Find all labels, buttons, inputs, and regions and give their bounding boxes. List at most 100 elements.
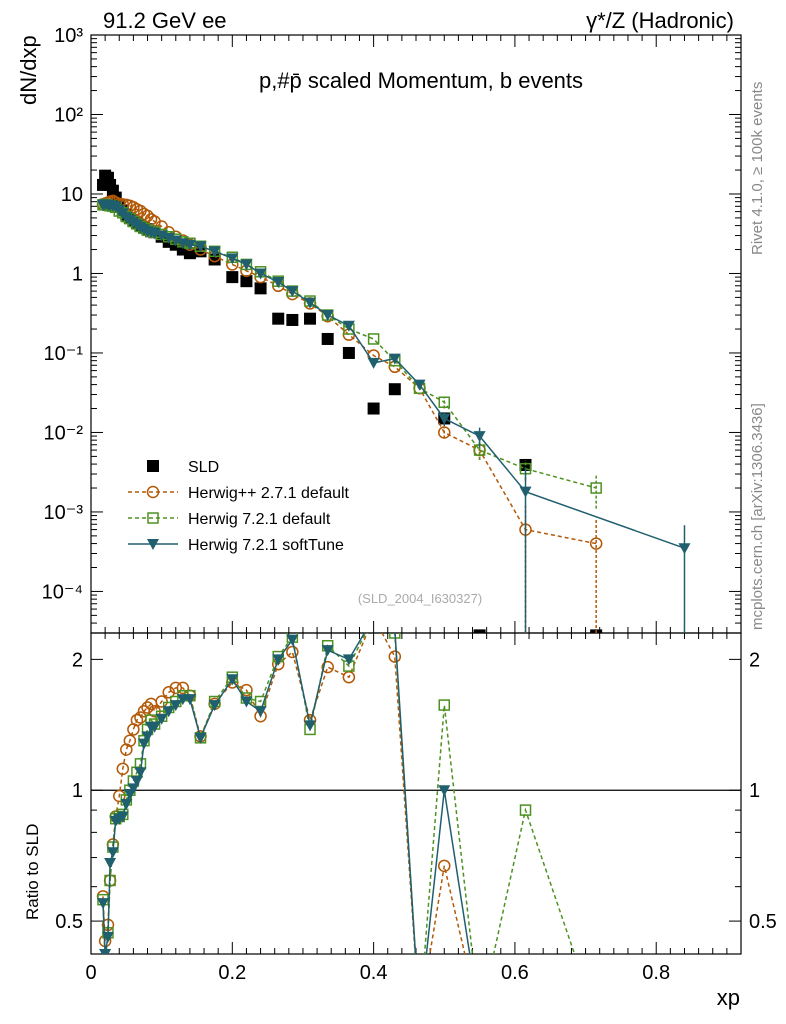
ratio-data-point <box>169 700 182 712</box>
ratio-data-point <box>97 898 110 910</box>
ratio-data-point <box>101 931 114 943</box>
main-panel: p,#p̄ scaled Momentum, b events (SLD_200… <box>16 35 583 606</box>
ratio-panel: Ratio to SLD xp <box>23 824 740 1010</box>
ratio-data-point <box>155 713 168 725</box>
ratio-data-point <box>134 767 147 779</box>
main-y-tick-label: 10 <box>61 184 83 206</box>
legend-entry: Herwig 7.2.1 default <box>128 511 331 528</box>
main-data-point <box>194 241 207 253</box>
ratio-data-point <box>169 681 183 695</box>
ratio-data-point <box>127 783 140 795</box>
main-data-point <box>590 482 602 494</box>
main-data-point <box>183 239 196 251</box>
x-tick-label: 0.8 <box>642 962 670 984</box>
header-process-label: γ*/Z (Hadronic) <box>586 8 734 33</box>
ratio-frame <box>90 632 742 955</box>
ratio-y-tick-label-right: 0.5 <box>749 911 777 933</box>
main-data-point <box>473 629 486 633</box>
ratio-y-tick-label-right: 1 <box>749 780 760 802</box>
main-y-axis-label: dN/dxp <box>16 35 41 105</box>
main-data-point <box>240 259 253 271</box>
ratio-data-point <box>321 660 334 674</box>
x-tick-label: 0.2 <box>218 962 246 984</box>
main-data-point <box>342 346 355 359</box>
ratio-data-point <box>414 1013 426 1024</box>
main-y-tick-label: 10⁻³ <box>44 502 84 524</box>
main-data-point <box>438 396 451 408</box>
ratio-data-point <box>304 720 317 732</box>
legend-entry: Herwig++ 2.7.1 default <box>128 485 350 502</box>
rivet-version-note: Rivet 4.1.0, ≥ 100k events <box>749 82 766 255</box>
x-tick-label: 0.6 <box>501 962 529 984</box>
ratio-data-point <box>208 700 221 712</box>
main-data-point <box>321 332 334 345</box>
ratio-data-point <box>148 721 161 733</box>
ratio-data-point <box>414 1012 425 1023</box>
ratio-data-point <box>240 696 253 708</box>
mcplots-credit: mcplots.cern.ch [arXiv:1306.3436] <box>749 403 766 630</box>
legend-entry: Herwig 7.2.1 softTune <box>128 537 344 554</box>
main-data-point <box>388 353 401 365</box>
ratio-data-point <box>194 732 207 744</box>
ratio-data-point <box>141 731 154 743</box>
legend-marker <box>147 460 159 472</box>
ratio-series-line <box>102 633 466 954</box>
legend-marker <box>147 539 159 550</box>
ratio-data-point <box>104 858 117 870</box>
legend: SLD Herwig++ 2.7.1 default Herwig 7.2.1 de… <box>128 459 350 554</box>
ratio-series-herwig-7-2-1-default <box>97 612 601 1023</box>
main-data-point <box>678 543 691 555</box>
legend-entry: SLD <box>147 459 219 476</box>
ratio-data-point <box>286 645 299 659</box>
x-tick-label: 0.4 <box>360 962 388 984</box>
ratio-data-point <box>438 699 451 711</box>
main-y-tick-label: 10⁻² <box>44 422 84 444</box>
main-data-point <box>304 312 317 325</box>
ratio-y-tick-label: 1 <box>72 780 83 802</box>
ratio-data-point <box>342 654 355 666</box>
ratio-series-line <box>102 633 471 954</box>
ratio-data-point <box>123 734 137 747</box>
analysis-watermark: (SLD_2004_I630327) <box>358 591 482 606</box>
ratio-data-point <box>286 634 299 646</box>
ratio-data-point <box>113 789 126 803</box>
ratio-data-point <box>106 847 119 859</box>
ratio-data-point <box>130 776 143 788</box>
ratio-data-point <box>591 1013 601 1023</box>
ratio-data-point <box>369 612 379 622</box>
ratio-data-point <box>474 1013 486 1024</box>
legend-marker <box>147 512 159 524</box>
main-data-point <box>226 271 239 284</box>
legend-marker <box>146 485 160 499</box>
main-data-point <box>413 379 426 391</box>
ratio-data-point <box>519 804 532 816</box>
main-data-point <box>438 426 451 439</box>
legend-label: Herwig 7.2.1 default <box>188 511 331 528</box>
ratio-series-herwig-7-2-1-softtune <box>97 633 486 1024</box>
ratio-data-point <box>321 645 334 657</box>
x-axis-label: xp <box>717 985 740 1010</box>
ratio-data-point <box>141 701 154 714</box>
main-y-tick-label: 1 <box>72 263 83 285</box>
main-data-point <box>438 413 451 425</box>
main-data-point <box>473 431 486 443</box>
main-series-herwig-7-2-1-softtune <box>97 199 691 633</box>
main-data-point <box>367 402 380 415</box>
ratio-y-axis-label: Ratio to SLD <box>23 824 42 920</box>
ratio-data-point <box>226 674 239 686</box>
ratio-data-point <box>475 1013 485 1023</box>
legend-label: SLD <box>188 459 219 476</box>
ratio-data-point <box>176 681 190 695</box>
main-plot-title: p,#p̄ scaled Momentum, b events <box>259 68 583 93</box>
legend-label: Herwig 7.2.1 softTune <box>188 537 344 554</box>
ratio-data-point <box>162 686 175 699</box>
ratio-data-point <box>99 949 112 954</box>
ratio-data-point <box>393 633 396 635</box>
ratio-data-point <box>100 958 110 968</box>
main-data-point <box>286 313 299 326</box>
ratio-y-tick-label: 2 <box>72 649 83 671</box>
ratio-data-point <box>120 798 133 810</box>
main-data-point <box>254 268 267 280</box>
ratio-y-tick-label: 0.5 <box>55 911 83 933</box>
